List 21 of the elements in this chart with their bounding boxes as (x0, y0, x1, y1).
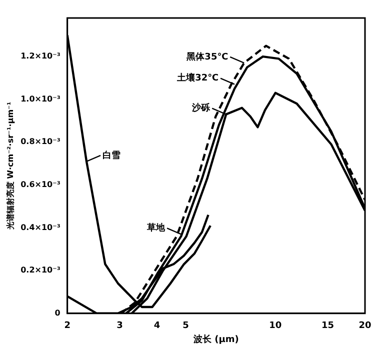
y-tick-label: 0.8×10⁻³ (20, 137, 61, 146)
y-tick-label: 0.6×10⁻³ (20, 180, 61, 190)
x-tick-label: 10 (269, 321, 282, 332)
annotation: 沙砾 (191, 102, 212, 114)
y-axis-title: 光谱辐射亮度 W·cm⁻²·sr⁻¹·μm⁻¹ (4, 101, 15, 231)
x-tick-label: 15 (322, 321, 334, 332)
x-axis-title: 波长 (μm) (192, 334, 239, 345)
annotation: 草地 (146, 222, 166, 234)
annotation: 土壤32℃ (176, 72, 219, 84)
x-tick-label: 20 (358, 321, 372, 332)
y-tick-label: 1.0×10⁻³ (20, 94, 61, 104)
y-tick-label: 1.2×10⁻³ (20, 52, 61, 61)
annotation: 黑体35℃ (186, 51, 228, 62)
x-tick-label: 3 (116, 321, 123, 332)
y-tick-label: 0.2×10⁻³ (20, 266, 61, 275)
x-tick-label: 5 (182, 321, 189, 332)
y-tick-label: 0.4×10⁻³ (20, 222, 61, 232)
annotation: 白雪 (102, 150, 121, 161)
x-tick-label: 4 (154, 321, 160, 332)
y-tick-label: 0 (54, 308, 61, 318)
x-tick-label: 2 (64, 321, 70, 332)
